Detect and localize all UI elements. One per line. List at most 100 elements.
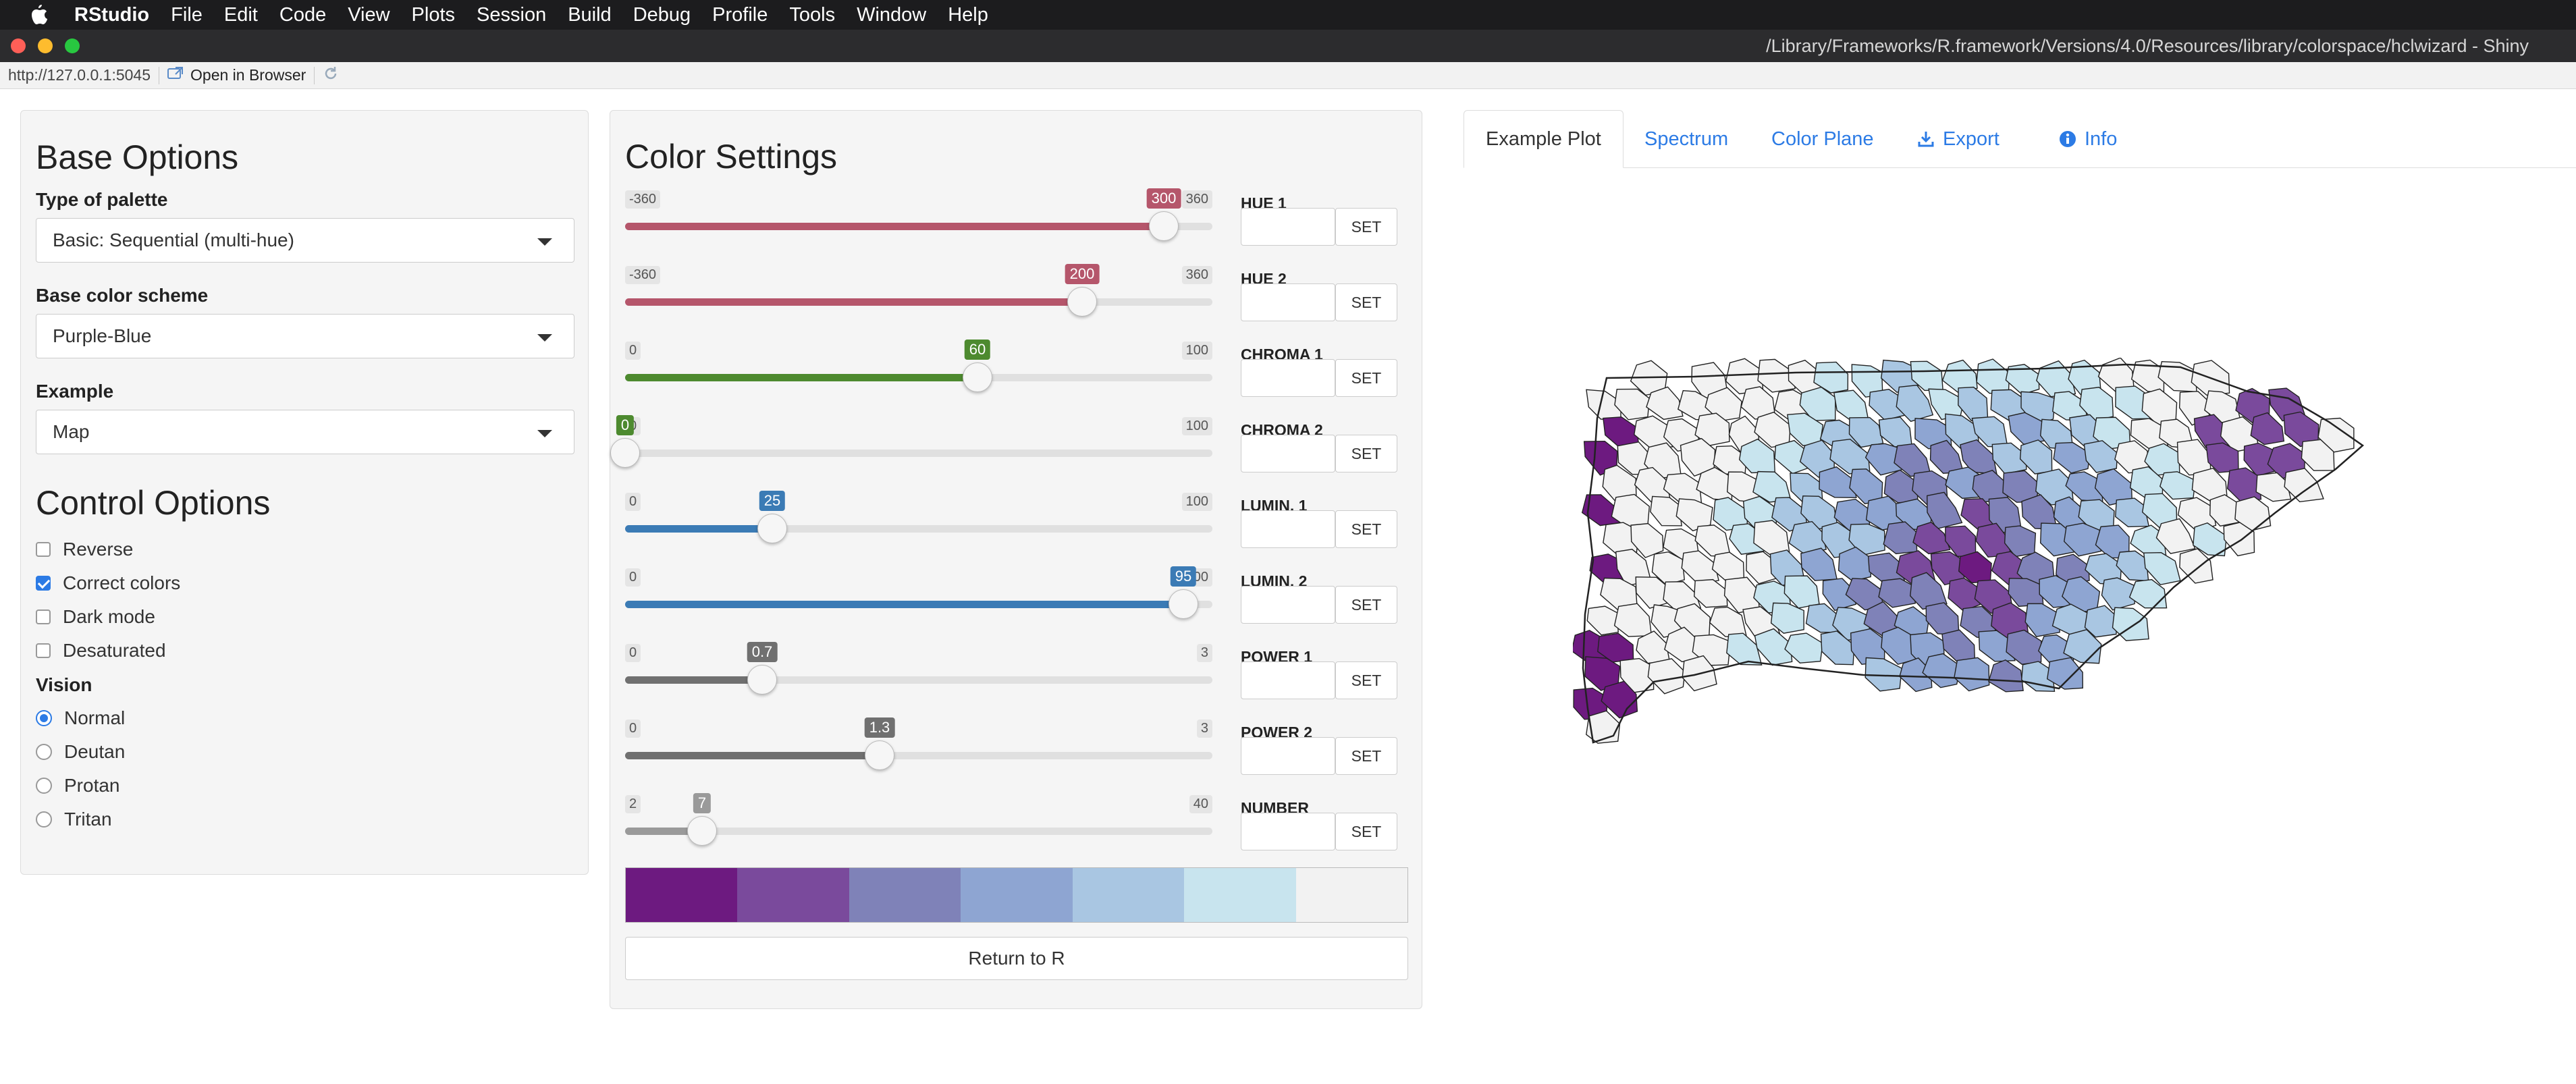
- lumin-1-slider[interactable]: 0 100 25: [625, 491, 1212, 558]
- lumin-1-input[interactable]: [1241, 510, 1335, 548]
- slider-track[interactable]: [625, 525, 1212, 533]
- map-county: [2179, 548, 2213, 584]
- hue-2-slider[interactable]: -360 360 200: [625, 264, 1212, 331]
- reverse-checkbox[interactable]: Reverse: [36, 539, 133, 560]
- palette-swatch: [961, 868, 1073, 922]
- menu-file[interactable]: File: [171, 3, 203, 26]
- slider-handle[interactable]: [1169, 589, 1198, 619]
- map-county: [1601, 680, 1638, 719]
- minimize-window-button[interactable]: [38, 38, 53, 53]
- map-county: [2193, 522, 2228, 557]
- chroma-1-slider[interactable]: 0 100 60: [625, 340, 1212, 406]
- chevron-down-icon: [537, 238, 552, 246]
- slider-handle[interactable]: [747, 665, 777, 695]
- map-county: [1634, 415, 1673, 448]
- lumin-2-slider[interactable]: 0 100 95: [625, 566, 1212, 633]
- vision-protan-radio[interactable]: Protan: [36, 775, 120, 796]
- correct-colors-checkbox[interactable]: Correct colors: [36, 572, 180, 594]
- slider-handle[interactable]: [865, 740, 894, 770]
- chroma-1-input[interactable]: [1241, 359, 1335, 397]
- map-county: [1948, 577, 1981, 612]
- zoom-window-button[interactable]: [65, 38, 80, 53]
- menu-window[interactable]: Window: [857, 3, 927, 26]
- slider-track[interactable]: [625, 676, 1212, 684]
- slider-handle[interactable]: [687, 816, 717, 846]
- map-county: [2159, 471, 2196, 500]
- map-county: [2079, 387, 2114, 422]
- menu-code[interactable]: Code: [279, 3, 327, 26]
- lumin-2-input[interactable]: [1241, 586, 1335, 624]
- slider-handle[interactable]: [757, 514, 787, 543]
- lumin-1-set-button[interactable]: SET: [1335, 510, 1397, 548]
- hue-1-set-button[interactable]: SET: [1335, 208, 1397, 246]
- example-select[interactable]: Map: [36, 410, 574, 454]
- slider-handle[interactable]: [1149, 211, 1179, 241]
- tab-info[interactable]: Info: [2037, 110, 2139, 168]
- hue-1-input[interactable]: [1241, 208, 1335, 246]
- power-1-set-button[interactable]: SET: [1335, 661, 1397, 699]
- map-county: [1754, 628, 1793, 666]
- control-options-heading: Control Options: [36, 484, 271, 522]
- map-county: [1663, 581, 1702, 612]
- slider-handle[interactable]: [1067, 287, 1097, 317]
- menu-build[interactable]: Build: [568, 3, 612, 26]
- tab-export[interactable]: Export: [1896, 110, 2021, 168]
- slider-track[interactable]: [625, 752, 1212, 759]
- open-in-browser-button[interactable]: Open in Browser: [167, 66, 306, 84]
- slider-handle[interactable]: [610, 438, 640, 468]
- slider-max-label: 360: [1181, 190, 1212, 209]
- vision-deutan-radio[interactable]: Deutan: [36, 741, 125, 763]
- menu-help[interactable]: Help: [948, 3, 988, 26]
- chroma-2-slider[interactable]: 01000: [610, 415, 1212, 482]
- desaturated-checkbox[interactable]: Desaturated: [36, 640, 166, 661]
- color-scheme-select[interactable]: Purple-Blue: [36, 314, 574, 358]
- menu-profile[interactable]: Profile: [712, 3, 768, 26]
- hue-2-input[interactable]: [1241, 283, 1335, 321]
- chroma-2-input[interactable]: [1241, 435, 1335, 472]
- tab-color-plane[interactable]: Color Plane: [1750, 110, 1896, 168]
- slider-track[interactable]: [625, 450, 1212, 457]
- menu-plots[interactable]: Plots: [411, 3, 456, 26]
- refresh-icon[interactable]: [323, 65, 339, 86]
- slider-handle[interactable]: [963, 362, 992, 392]
- power-2-slider[interactable]: 0 3 1.3: [625, 717, 1212, 784]
- tab-example-plot[interactable]: Example Plot: [1464, 110, 1624, 168]
- slider-min-label: 0: [625, 493, 641, 511]
- menu-view[interactable]: View: [348, 3, 390, 26]
- menu-app-rstudio[interactable]: RStudio: [74, 3, 150, 26]
- map-county: [1603, 416, 1639, 448]
- map-county: [1619, 657, 1655, 693]
- map-county: [2255, 472, 2292, 502]
- palette-type-select[interactable]: Basic: Sequential (multi-hue): [36, 218, 574, 263]
- hue-1-slider[interactable]: -360 360 300: [625, 188, 1212, 255]
- map-county: [1770, 602, 1804, 634]
- chroma-2-set-button[interactable]: SET: [1335, 435, 1397, 472]
- slider-track[interactable]: [625, 828, 1212, 835]
- menu-edit[interactable]: Edit: [223, 3, 258, 26]
- slider-fill: [625, 752, 880, 759]
- vision-tritan-radio[interactable]: Tritan: [36, 809, 112, 830]
- chroma-1-set-button[interactable]: SET: [1335, 359, 1397, 397]
- hue-2-set-button[interactable]: SET: [1335, 283, 1397, 321]
- example-map-plot: [1573, 358, 2365, 744]
- dark-mode-checkbox[interactable]: Dark mode: [36, 606, 155, 628]
- menu-tools[interactable]: Tools: [789, 3, 836, 26]
- menu-session[interactable]: Session: [477, 3, 547, 26]
- vision-normal-radio[interactable]: Normal: [36, 707, 125, 729]
- map-county: [1647, 658, 1686, 695]
- number-input[interactable]: [1241, 813, 1335, 850]
- return-to-r-button[interactable]: Return to R: [625, 937, 1408, 980]
- number-slider[interactable]: 2 40 7: [625, 793, 1212, 860]
- apple-icon[interactable]: [26, 1, 53, 28]
- power-1-input[interactable]: [1241, 661, 1335, 699]
- tab-spectrum[interactable]: Spectrum: [1623, 110, 1750, 168]
- map-county: [1848, 416, 1884, 448]
- close-window-button[interactable]: [11, 38, 26, 53]
- power-2-set-button[interactable]: SET: [1335, 737, 1397, 775]
- slider-min-label: 0: [625, 720, 641, 738]
- power-2-input[interactable]: [1241, 737, 1335, 775]
- number-set-button[interactable]: SET: [1335, 813, 1397, 850]
- lumin-2-set-button[interactable]: SET: [1335, 586, 1397, 624]
- menu-debug[interactable]: Debug: [633, 3, 691, 26]
- power-1-slider[interactable]: 0 3 0.7: [625, 642, 1212, 709]
